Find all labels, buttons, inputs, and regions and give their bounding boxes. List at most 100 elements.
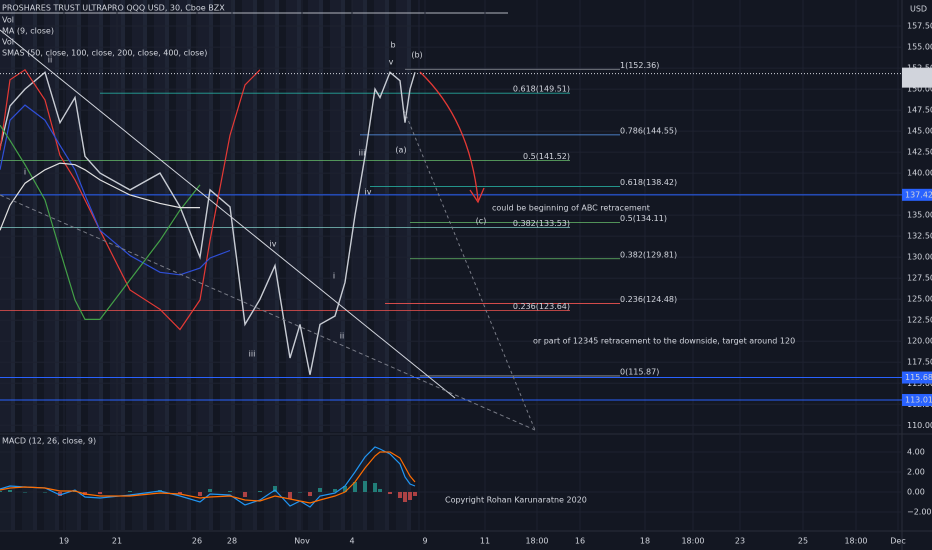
histogram-bar [198,492,202,496]
histogram-bar [243,492,247,497]
wave-label: (c) [476,217,487,226]
legend-entry: SMAS (50, close, 100, close, 200, close,… [2,49,207,58]
x-tick-label: 4 [349,537,354,546]
histogram-bar [343,486,347,492]
price-badge-label: 115.68 [905,373,932,382]
x-tick-label: 28 [227,537,237,546]
x-tick-label: 18:00 [525,537,548,546]
fib-label: 0.236(123.64) [513,302,570,311]
last-price-badge [902,67,932,88]
y-tick-label: 122.50 [907,316,932,325]
annotation: or part of 12345 retracement to the down… [533,337,795,346]
fib-label: 0.382(133.53) [513,219,570,228]
price-badge-label: 113.01 [905,395,932,404]
y-tick-label: 150.00 [907,85,932,94]
histogram-bar [178,492,182,494]
arrow-head [469,187,485,204]
y-tick-label: 0.00 [907,488,925,497]
histogram-bar [353,482,357,492]
histogram-bar [298,492,302,493]
histogram-bar [273,486,277,492]
fib-label: 0.618(138.42) [620,178,677,187]
fib-label: 1(152.36) [620,61,659,70]
x-tick-label: Nov [294,537,310,546]
wave-label: b [390,41,395,50]
wave-label: iii [359,149,366,158]
histogram-bar [43,492,47,493]
fib-label: 0(115.87) [620,367,659,376]
wave-label: (a) [395,146,406,155]
y-tick-label: 142.50 [907,148,932,157]
wave-label: i [333,272,335,281]
annotation: could be beginning of ABC retracement [492,204,650,213]
histogram-bar [128,491,132,492]
y-tick-label: 127.50 [907,274,932,283]
y-tick-label: 140.00 [907,169,932,178]
macd-pane [0,446,902,513]
histogram-bar [378,489,382,492]
y-tick-label: 130.00 [907,253,932,262]
histogram-bar [58,492,62,496]
price-pane [0,0,902,530]
wave-label: (b) [411,51,422,60]
histogram-bar [258,491,262,492]
currency: USD [910,5,927,14]
x-tick-label: 19 [59,537,69,546]
histogram-bar [403,492,407,502]
y-tick-label: −2.00 [907,508,932,517]
y-tick-label: 157.50 [907,22,932,31]
histogram-bar [8,490,12,492]
wave-label: i [24,168,26,177]
macd-title: MACD (12, 26, close, 9) [2,437,96,446]
fib-label: 0.382(129.81) [620,250,677,259]
series-line [0,124,201,320]
x-tick-label: 18 [640,537,650,546]
legend-entry: Vol [2,16,14,25]
y-tick-label: 155.00 [907,43,932,52]
histogram-bar [408,492,412,500]
legend-entry: Vol [2,38,14,47]
countdown-label: 26:53 [907,78,930,87]
histogram-bar [333,489,337,492]
wave-label: ii [48,56,52,65]
fib-label: 0.618(149.51) [513,85,570,94]
y-tick-label: 117.50 [907,358,932,367]
histogram-bar [363,481,367,492]
legend-entry: MA (9, close) [2,27,54,36]
series-line [0,104,231,276]
histogram-bar [388,492,392,494]
histogram-bar [413,492,417,496]
trendline [0,29,456,399]
histogram-bar [23,492,27,493]
wave-label: v [389,58,394,67]
histogram-bar [373,483,377,492]
histogram-bar [98,492,102,494]
fib-label: 0.236(124.48) [620,295,677,304]
x-tick-label: 11 [480,537,490,546]
y-tick-label: 125.00 [907,295,932,304]
series-line [0,451,416,504]
histogram-bar [318,488,322,492]
histogram-bar [208,489,212,492]
series-line [0,162,200,231]
fib-label: 0.5(141.52) [523,152,570,161]
price-badge [902,188,932,201]
histogram-bar [398,492,402,498]
y-tick-label: 4.00 [907,448,925,457]
price-badge-label: 137.42 [905,190,932,199]
dashed-projection [403,109,536,431]
y-tick-label: 120.00 [907,337,932,346]
x-tick-label: 18:00 [844,537,867,546]
x-tick-label: Dec [890,537,905,546]
price-badge [902,371,932,384]
annotation: Copyright Rohan Karunaratne 2020 [445,496,587,505]
session-bands [0,0,420,432]
wave-label: iii [249,350,256,359]
y-tick-label: 2.00 [907,468,925,477]
x-tick-label: 23 [735,537,745,546]
wave-label: iv [270,240,277,249]
last-price-label: 151.84 [905,69,932,78]
y-tick-label: 132.50 [907,232,932,241]
histogram-bar [308,492,312,496]
